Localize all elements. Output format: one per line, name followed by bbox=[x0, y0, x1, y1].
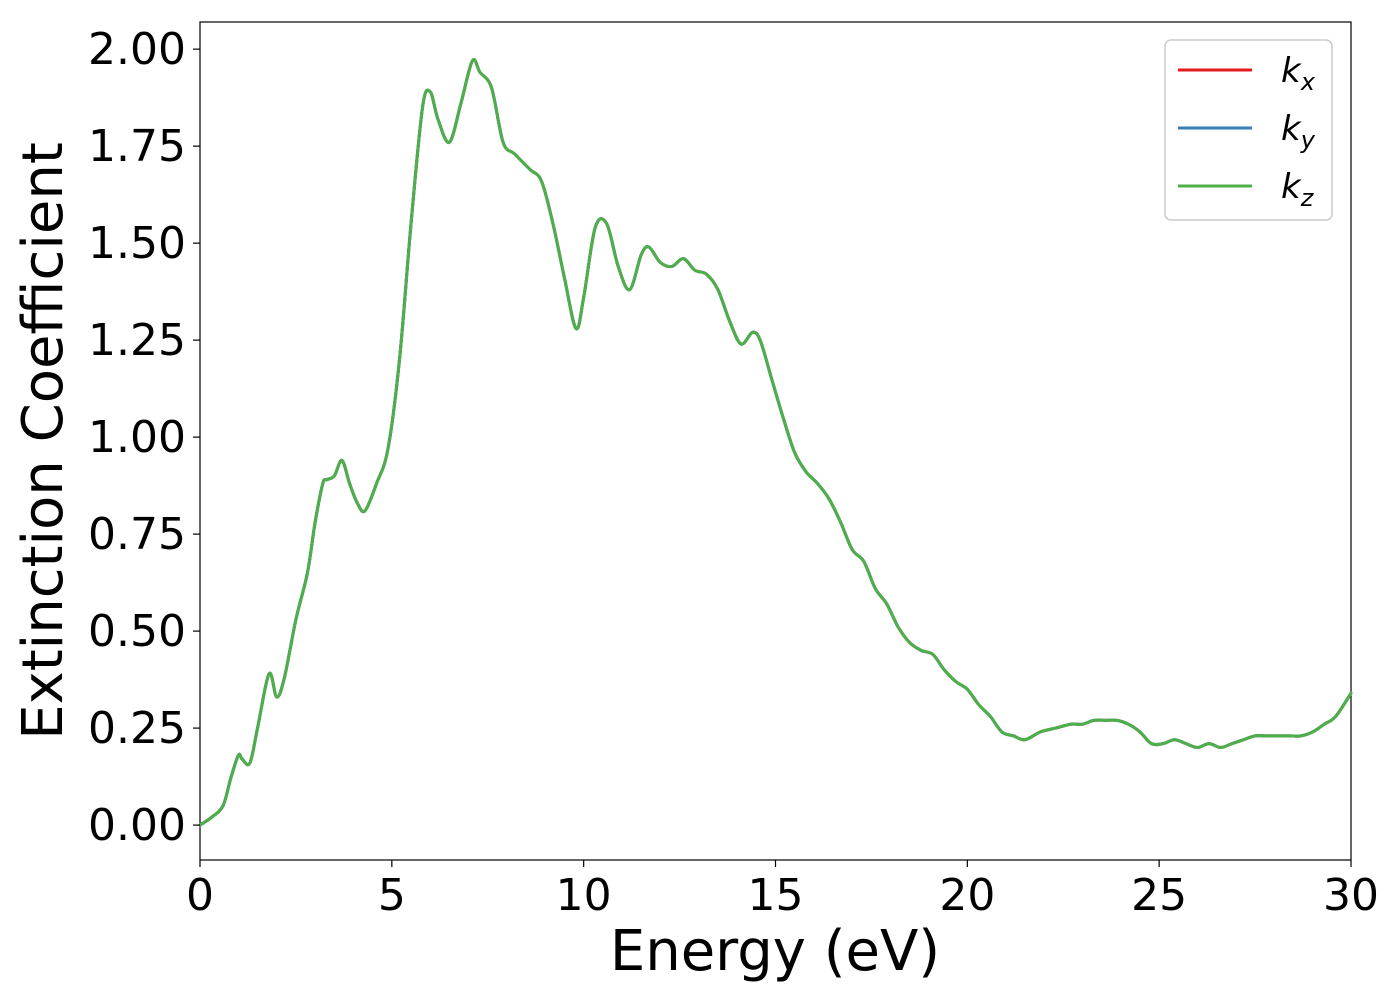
legend-label-kx: kx bbox=[1281, 51, 1316, 96]
x-axis-title: Energy (eV) bbox=[610, 919, 940, 984]
y-tick-label: 0.25 bbox=[88, 703, 186, 754]
y-tick-label: 0.00 bbox=[88, 800, 186, 851]
x-tick-label: 10 bbox=[556, 870, 612, 921]
y-tick-label: 1.25 bbox=[88, 315, 186, 366]
plot-area bbox=[199, 21, 1352, 861]
y-axis-title: Extinction Coefficient bbox=[11, 142, 76, 740]
legend-label-subscript: x bbox=[1300, 68, 1316, 96]
x-tick-label: 30 bbox=[1323, 870, 1379, 921]
legend-label-kz: kz bbox=[1281, 167, 1315, 212]
x-tick-label: 5 bbox=[378, 870, 406, 921]
x-tick-label: 0 bbox=[186, 870, 214, 921]
legend-label-base: k bbox=[1281, 109, 1302, 149]
legend-label-ky: ky bbox=[1281, 109, 1316, 154]
x-tick-label: 20 bbox=[939, 870, 995, 921]
y-tick-label: 2.00 bbox=[88, 24, 186, 75]
x-tick-label: 25 bbox=[1131, 870, 1187, 921]
y-axis-ticks: 0.00 0.25 0.50 0.75 1.00 1.25 1.50 1.75 2.00 bbox=[88, 24, 200, 851]
x-tick-label: 15 bbox=[748, 870, 804, 921]
y-tick-label: 0.50 bbox=[88, 606, 186, 657]
y-tick-label: 1.75 bbox=[88, 121, 186, 172]
legend-label-subscript: z bbox=[1300, 184, 1315, 212]
legend-label-base: k bbox=[1281, 167, 1302, 207]
x-axis-ticks: 0 5 10 15 20 25 30 bbox=[186, 860, 1379, 921]
y-tick-label: 0.75 bbox=[88, 509, 186, 560]
y-tick-label: 1.00 bbox=[88, 412, 186, 463]
y-tick-label: 1.50 bbox=[88, 218, 186, 269]
legend-box bbox=[1164, 39, 1333, 221]
legend-label-subscript: y bbox=[1300, 126, 1316, 154]
series-layer bbox=[198, 58, 1353, 827]
legend-label-base: k bbox=[1281, 51, 1302, 91]
series-line-kz bbox=[198, 58, 1353, 827]
